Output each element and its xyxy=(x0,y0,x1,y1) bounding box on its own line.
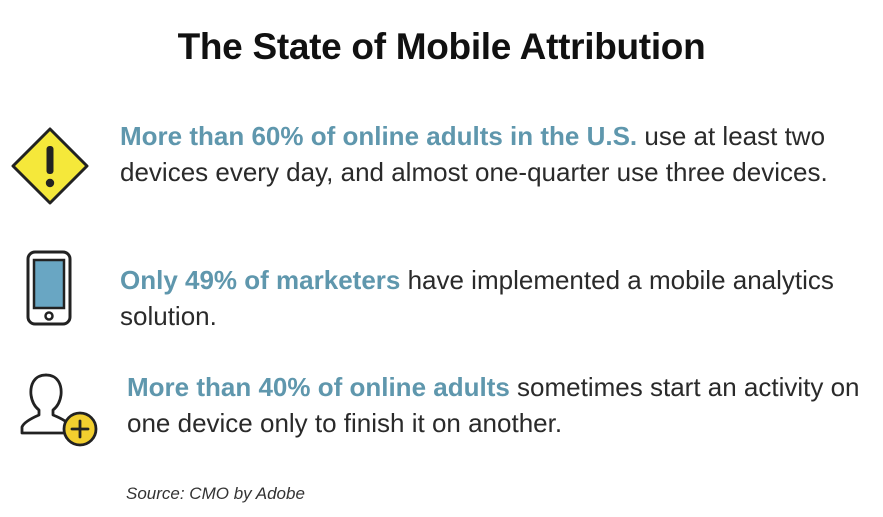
stat-text: Only 49% of marketers have implemented a… xyxy=(120,262,860,334)
stat-description: sometimes start an activity on one devic… xyxy=(127,372,860,438)
smartphone-icon xyxy=(26,250,72,326)
stat-text: More than 60% of online adults in the U.… xyxy=(120,118,860,190)
stat-highlight: More than 60% of online adults in the U.… xyxy=(120,121,638,151)
stat-description: have implemented a mobile analytics solu… xyxy=(120,265,834,331)
source-citation: Source: CMO by Adobe xyxy=(126,484,305,503)
stat-description: use at least two devices every day, and … xyxy=(120,121,828,187)
stat-highlight: Only 49% of marketers xyxy=(120,265,401,295)
add-user-icon xyxy=(18,369,102,447)
warning-icon xyxy=(10,126,90,206)
stat-text: More than 40% of online adults sometimes… xyxy=(127,369,867,441)
page-title: The State of Mobile Attribution xyxy=(177,26,706,67)
stat-highlight: More than 40% of online adults xyxy=(127,372,510,402)
